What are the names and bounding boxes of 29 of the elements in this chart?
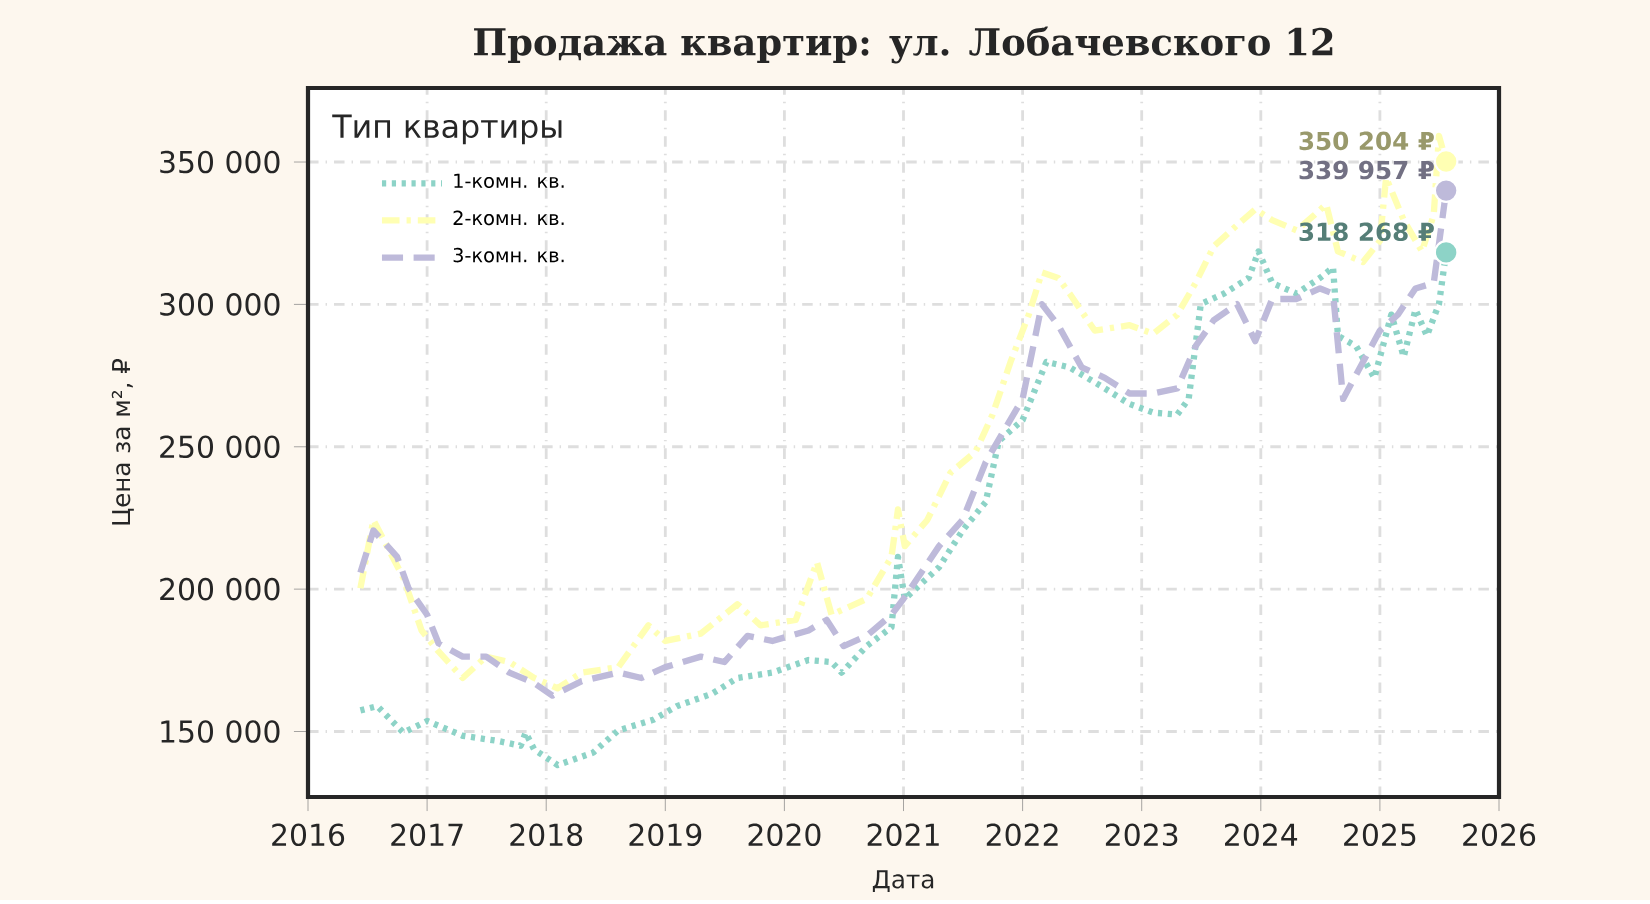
point (1433, 240, 1459, 265)
x-tick-label: 2021 (867, 823, 939, 847)
chart-title: Продажа квартир: ул. Лобачевского 12 (474, 26, 1333, 64)
x-tick-label: 2019 (629, 823, 702, 847)
x-tick-label: 2026 (1463, 823, 1536, 847)
legend-label: 2-комн. кв. (453, 210, 564, 226)
x-tick-label: 2025 (1344, 823, 1416, 847)
x-tick-label: 2024 (1225, 823, 1298, 847)
x-tick-label: 2018 (510, 823, 583, 847)
y-tick-label: 250 000 (160, 435, 280, 459)
annotation: 339 957 ₽ (1299, 160, 1434, 180)
x-tick-label: 2017 (391, 823, 463, 847)
y-tick-label: 350 000 (160, 150, 280, 174)
x-tick-label: 2022 (986, 823, 1058, 847)
point (1433, 149, 1459, 174)
y-axis-title: Цена за м², ₽ (111, 359, 134, 525)
x-tick-label: 2023 (1105, 823, 1178, 847)
legend-label: 3-комн. кв. (453, 247, 564, 263)
y-tick-label: 200 000 (160, 577, 280, 601)
point (1433, 178, 1459, 204)
y-tick-label: 150 000 (161, 720, 280, 743)
x-axis-title: Дата (872, 870, 934, 893)
x-tick-label: 2020 (748, 823, 821, 847)
legend-title: Тип квартиры (332, 114, 562, 145)
x-tick-label: 2016 (272, 823, 345, 847)
annotation: 350 204 ₽ (1299, 131, 1434, 151)
legend-label: 1-комн. кв. (454, 173, 564, 189)
annotation: 318 268 ₽ (1299, 222, 1434, 242)
y-tick-label: 300 000 (160, 293, 280, 316)
